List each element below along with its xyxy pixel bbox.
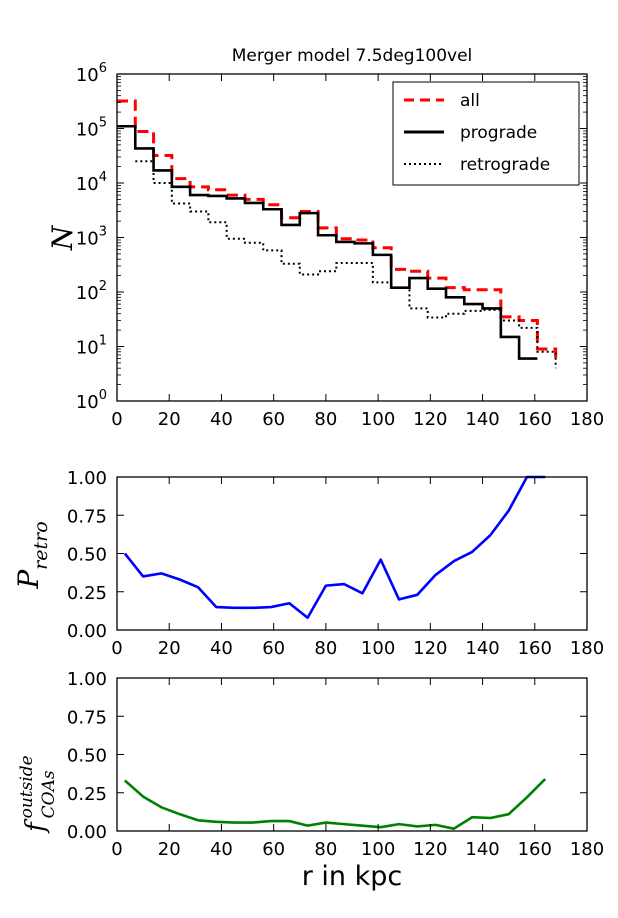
p-retro-y-label: Pretro [12, 521, 52, 589]
histogram-x-tick-label: 100 [361, 409, 395, 430]
f-outside-x-tick-label: 80 [314, 839, 337, 860]
f-outside-line [123, 778, 547, 831]
histogram-series-group [117, 99, 558, 369]
f-outside-y-tick-label: 0.50 [67, 746, 107, 767]
histogram-y-tick-label: 105 [76, 116, 107, 141]
p-retro-x-tick-label: 120 [413, 638, 447, 659]
f-outside-x-tick-label: 40 [210, 839, 233, 860]
histogram-x-tick-label: 160 [518, 409, 552, 430]
f-outside-y-label-sup: outside [17, 755, 37, 818]
p-retro-x-tick-label: 140 [465, 638, 499, 659]
legend-label-retrograde: retrograde [460, 155, 550, 175]
histogram-y-tick-label: 101 [76, 334, 107, 359]
p-retro-y-ticks: 0.00 0.25 0.50 0.75 1.00 [67, 468, 587, 642]
f-outside-y-tick-label: 0.75 [67, 707, 107, 728]
f-outside-y-label: fCOAsoutside [17, 755, 59, 834]
histogram-x-tick-label: 40 [210, 409, 233, 430]
p-retro-y-tick-label: 0.00 [67, 621, 107, 642]
p-retro-series-group [123, 475, 546, 620]
histogram-legend: all prograde retrograde [392, 81, 580, 186]
histogram-title: Merger model 7.5deg100vel [232, 46, 473, 66]
p-retro-y-tick-label: 1.00 [67, 468, 107, 489]
histogram-x-tick-label: 80 [314, 409, 337, 430]
series-all [117, 99, 558, 359]
p-retro-panel: 0 20 40 60 80 100 120 140 160 180 0.00 0.25 0.50 0.7… [12, 468, 604, 659]
p-retro-x-tick-label: 0 [111, 638, 122, 659]
f-outside-x-tick-label: 140 [465, 839, 499, 860]
histogram-x-tick-label: 180 [570, 409, 604, 430]
histogram-y-label: N [46, 224, 79, 251]
series-retrograde [135, 160, 557, 369]
f-outside-x-tick-label: 120 [413, 839, 447, 860]
p-retro-x-tick-label: 40 [210, 638, 233, 659]
p-retro-y-tick-label: 0.50 [67, 545, 107, 566]
f-outside-x-tick-label: 60 [262, 839, 285, 860]
f-outside-y-tick-label: 0.25 [67, 784, 107, 805]
f-outside-x-ticks: 0 20 40 60 80 100 120 140 160 180 [111, 678, 604, 860]
legend-label-prograde: prograde [460, 123, 537, 143]
histogram-y-tick-label: 104 [76, 170, 107, 195]
f-outside-x-tick-label: 0 [111, 839, 122, 860]
f-outside-x-tick-label: 180 [570, 839, 604, 860]
histogram-x-tick-label: 120 [413, 409, 447, 430]
histogram-x-tick-label: 60 [262, 409, 285, 430]
p-retro-y-tick-label: 0.25 [67, 583, 107, 604]
histogram-y-tick-label: 106 [76, 61, 107, 86]
f-outside-x-tick-label: 100 [361, 839, 395, 860]
x-axis-label: r in kpc [302, 861, 403, 892]
f-outside-x-tick-label: 160 [518, 839, 552, 860]
f-outside-series-group [123, 778, 547, 831]
histogram-y-tick-label: 103 [76, 225, 107, 250]
histogram-y-tick-label: 102 [76, 279, 107, 304]
histogram-y-tick-label: 100 [76, 388, 107, 413]
f-outside-y-tick-label: 1.00 [67, 669, 107, 690]
p-retro-x-tick-label: 100 [361, 638, 395, 659]
p-retro-x-tick-label: 20 [158, 638, 181, 659]
p-retro-x-ticks: 0 20 40 60 80 100 120 140 160 180 [111, 477, 604, 659]
f-outside-y-label-main: f [21, 818, 51, 834]
p-retro-line [123, 475, 546, 620]
histogram-y-ticks: 100 101 102 103 104 105 106 [76, 61, 587, 413]
p-retro-y-label-sub: retro [30, 521, 52, 569]
histogram-x-tick-label: 0 [111, 409, 122, 430]
legend-label-all: all [460, 91, 480, 111]
f-outside-y-label-sub: COAs [39, 770, 59, 818]
f-outside-y-ticks: 0.00 0.25 0.50 0.75 1.00 [67, 669, 587, 843]
p-retro-x-tick-label: 180 [570, 638, 604, 659]
histogram-x-tick-label: 20 [158, 409, 181, 430]
p-retro-x-tick-label: 160 [518, 638, 552, 659]
p-retro-axes-frame [116, 476, 588, 631]
histogram-panel: Merger model 7.5deg100vel 0 20 40 60 80 100 12… [46, 46, 604, 430]
histogram-x-tick-label: 140 [465, 409, 499, 430]
f-outside-panel: 0 20 40 60 80 100 120 140 160 180 0.00 0.25 0.50 0.7… [17, 669, 604, 892]
f-outside-y-tick-label: 0.00 [67, 822, 107, 843]
p-retro-x-tick-label: 80 [314, 638, 337, 659]
histogram-x-ticks: 0 20 40 60 80 100 120 140 160 180 [111, 74, 604, 430]
f-outside-x-tick-label: 20 [158, 839, 181, 860]
p-retro-x-tick-label: 60 [262, 638, 285, 659]
p-retro-y-label-main: P [12, 569, 45, 590]
p-retro-y-tick-label: 0.75 [67, 506, 107, 527]
series-prograde [117, 124, 538, 360]
